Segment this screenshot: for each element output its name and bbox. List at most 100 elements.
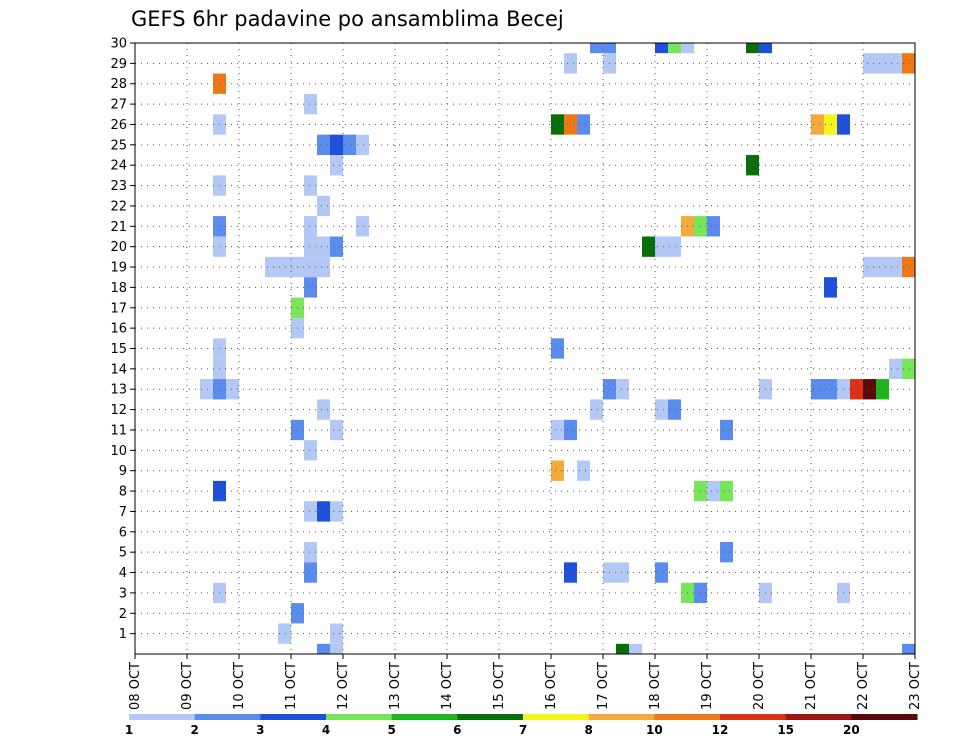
x-tick-label: 20 OCT <box>752 662 767 710</box>
colorbar-swatch <box>260 714 327 720</box>
y-tick-label: 27 <box>110 98 127 113</box>
y-tick-label: 7 <box>119 505 127 520</box>
precip-cell <box>668 236 681 257</box>
colorbar: 1 2 3 4 5 6 7 8 10 12 15 20 <box>125 714 918 737</box>
precip-cell <box>590 43 603 54</box>
precip-cell <box>668 399 681 420</box>
precip-cell <box>265 256 278 278</box>
colorbar-label: 2 <box>190 723 198 737</box>
colorbar-swatch <box>720 714 787 720</box>
precip-cell <box>304 256 317 278</box>
precip-cell <box>681 43 694 54</box>
y-tick-label: 11 <box>110 423 127 438</box>
precip-cell <box>304 216 317 237</box>
axis-ticks: 08 OCT 09 OCT 10 OCT 11 OCT 12 OCT 13 OCT 14 O… <box>110 37 923 710</box>
y-tick-label: 19 <box>110 261 127 276</box>
colorbar-swatch <box>851 714 918 720</box>
y-tick-label: 16 <box>110 322 127 337</box>
precip-cell <box>304 236 317 257</box>
precip-cell <box>278 623 291 644</box>
precip-cell <box>863 256 876 278</box>
precip-cell <box>720 541 733 563</box>
precip-cell <box>902 358 915 380</box>
precip-cell <box>564 114 577 135</box>
y-tick-label: 25 <box>110 138 127 153</box>
y-tick-label: 12 <box>110 403 127 418</box>
precip-cell <box>304 501 317 522</box>
y-tick-label: 15 <box>110 342 127 357</box>
precip-cell <box>811 114 824 135</box>
colorbar-label: 8 <box>584 723 592 737</box>
precip-cell <box>616 562 629 583</box>
precip-cell <box>551 114 564 135</box>
y-tick-label: 21 <box>110 220 127 235</box>
precip-cell <box>317 134 330 156</box>
precip-cell <box>876 53 889 74</box>
x-tick-label: 21 OCT <box>804 662 819 710</box>
precip-cell <box>902 256 915 278</box>
colorbar-label: 20 <box>843 723 860 737</box>
precip-cell <box>330 643 343 654</box>
grid-lines <box>134 42 916 654</box>
precip-cell <box>317 256 330 278</box>
x-tick-label: 12 OCT <box>336 662 351 710</box>
colorbar-label: 1 <box>125 723 133 737</box>
precip-cell <box>655 236 668 257</box>
precip-cell <box>759 43 772 54</box>
colorbar-label: 6 <box>453 723 461 737</box>
precip-cell <box>655 43 668 54</box>
precip-cell <box>694 480 707 502</box>
y-tick-label: 6 <box>119 525 127 540</box>
colorbar-swatch <box>588 714 655 720</box>
colorbar-label: 12 <box>712 723 729 737</box>
precip-cell <box>330 419 343 441</box>
precip-cell <box>356 134 369 156</box>
precip-cell <box>343 134 356 156</box>
precip-cell <box>824 114 837 135</box>
precip-cell <box>317 236 330 257</box>
precip-cell <box>577 460 590 481</box>
precip-cell <box>668 43 681 54</box>
precip-cell <box>707 216 720 237</box>
precip-cell <box>304 562 317 583</box>
colorbar-swatch <box>654 714 721 720</box>
precip-cell <box>330 155 343 176</box>
precip-cell <box>655 562 668 583</box>
colorbar-label: 5 <box>387 723 395 737</box>
y-tick-label: 1 <box>119 627 127 642</box>
y-tick-label: 4 <box>119 566 127 581</box>
colorbar-label: 4 <box>322 723 330 737</box>
y-tick-label: 24 <box>110 159 127 174</box>
precip-cell <box>330 236 343 257</box>
precip-cell <box>304 175 317 196</box>
y-tick-label: 17 <box>110 301 127 316</box>
x-tick-label: 10 OCT <box>232 662 247 710</box>
precip-cell <box>863 53 876 74</box>
y-tick-label: 28 <box>110 77 127 92</box>
colorbar-label: 10 <box>646 723 663 737</box>
y-tick-label: 9 <box>119 464 127 479</box>
precip-cell <box>317 195 330 217</box>
y-tick-label: 20 <box>110 240 127 255</box>
y-tick-label: 5 <box>119 546 127 561</box>
precip-cell <box>902 53 915 74</box>
precip-cell <box>694 582 707 604</box>
y-tick-label: 18 <box>110 281 127 296</box>
x-tick-label: 23 OCT <box>908 662 923 710</box>
x-tick-label: 19 OCT <box>700 662 715 710</box>
x-tick-label: 22 OCT <box>856 662 871 710</box>
precip-cell <box>317 501 330 522</box>
x-tick-label: 16 OCT <box>544 662 559 710</box>
y-tick-label: 2 <box>119 607 127 622</box>
precip-cell <box>200 379 213 400</box>
precip-cell <box>304 93 317 115</box>
precip-cell <box>876 256 889 278</box>
y-tick-label: 13 <box>110 383 127 398</box>
precip-cell <box>876 379 889 400</box>
precip-cell <box>603 43 616 54</box>
colorbar-label: 15 <box>777 723 794 737</box>
precip-cell <box>889 256 902 278</box>
x-tick-label: 13 OCT <box>388 662 403 710</box>
precip-cell <box>811 379 824 400</box>
x-tick-label: 08 OCT <box>128 662 143 710</box>
